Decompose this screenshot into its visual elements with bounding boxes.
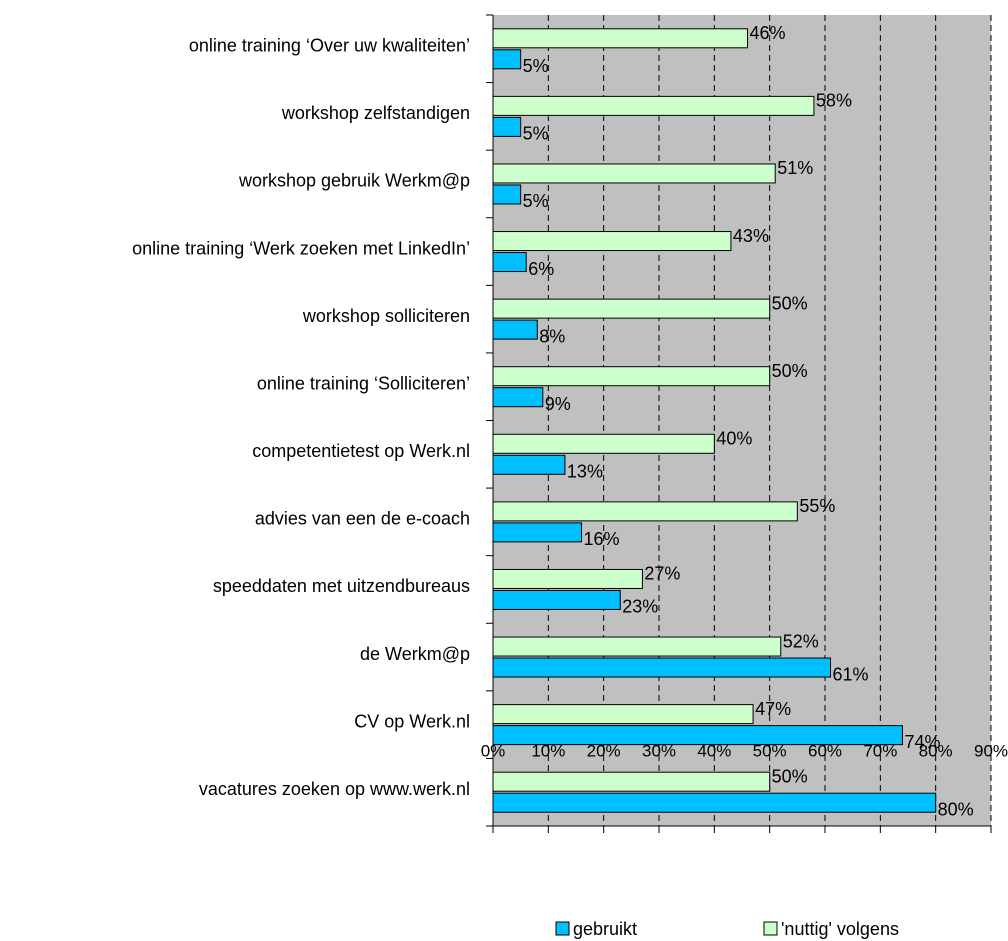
value-label: 5%: [523, 56, 549, 76]
value-label: 55%: [799, 496, 835, 516]
value-label: 47%: [755, 699, 791, 719]
bar: [492, 589, 621, 610]
x-tick-label: 70%: [863, 741, 897, 760]
value-label: 74%: [904, 732, 940, 752]
legend-swatch: [763, 921, 778, 936]
bar: [492, 163, 776, 184]
value-label: 50%: [772, 361, 808, 381]
value-label: 6%: [528, 259, 554, 279]
bar: [492, 28, 749, 49]
y-tick-label: speeddaten met uitzendbureaus: [213, 576, 470, 596]
value-label: 16%: [584, 529, 620, 549]
y-tick-label: vacatures zoeken op www.werk.nl: [199, 779, 470, 799]
value-label: 58%: [816, 91, 852, 111]
value-label: 40%: [716, 429, 752, 449]
value-label: 46%: [750, 23, 786, 43]
y-tick-label: competentietest op Werk.nl: [252, 441, 470, 461]
value-label: 80%: [938, 799, 974, 819]
bar: [492, 231, 732, 252]
value-label: 23%: [622, 597, 658, 617]
y-tick-label: advies van een de e-coach: [255, 509, 470, 529]
bar: [492, 704, 754, 725]
value-label: 61%: [833, 664, 869, 684]
value-label: 51%: [777, 158, 813, 178]
y-tick-label: online training ‘Solliciteren’: [257, 373, 470, 393]
bar: [492, 771, 771, 792]
bar: [492, 116, 522, 137]
value-label: 5%: [523, 124, 549, 144]
value-label: 50%: [772, 766, 808, 786]
bar: [492, 501, 798, 522]
x-tick-label: 80%: [919, 741, 953, 760]
value-label: 9%: [545, 394, 571, 414]
bar: [492, 636, 782, 657]
bar: [492, 387, 544, 408]
y-tick-label: workshop zelfstandigen: [281, 103, 470, 123]
value-label: 13%: [567, 462, 603, 482]
y-tick-label: de Werkm@p: [360, 644, 470, 664]
x-tick-label: 40%: [697, 741, 731, 760]
value-label: 8%: [539, 326, 565, 346]
value-label: 50%: [772, 293, 808, 313]
x-tick-label: 20%: [587, 741, 621, 760]
y-tick-label: CV op Werk.nl: [354, 711, 470, 731]
x-tick-label: 90%: [974, 741, 1008, 760]
bar: [492, 95, 815, 116]
bar: [492, 725, 903, 746]
y-tick-label: online training ‘Over uw kwaliteiten’: [189, 36, 470, 56]
x-tick-label: 60%: [808, 741, 842, 760]
x-tick-label: 30%: [642, 741, 676, 760]
bar: [492, 433, 715, 454]
bar: [492, 366, 771, 387]
x-tick-label: 10%: [531, 741, 565, 760]
legend-swatch: [555, 921, 570, 936]
x-tick-label: 50%: [753, 741, 787, 760]
value-label: 5%: [523, 191, 549, 211]
y-tick-label: workshop solliciteren: [302, 306, 470, 326]
bar: [492, 298, 771, 319]
legend-label: 'nuttig' volgens: [781, 919, 899, 939]
value-label: 27%: [644, 564, 680, 584]
bar: [492, 792, 937, 813]
bar: [492, 454, 566, 475]
bar: [492, 319, 538, 340]
y-tick-label: workshop gebruik Werkm@p: [238, 171, 470, 191]
y-tick-label: online training ‘Werk zoeken met LinkedI…: [132, 238, 470, 258]
bar: [492, 49, 522, 70]
bar: [492, 184, 522, 205]
value-label: 43%: [733, 226, 769, 246]
bar: [492, 252, 527, 273]
legend-label: gebruikt: [573, 919, 637, 939]
value-label: 52%: [783, 631, 819, 651]
bar: [492, 568, 643, 589]
bar: [492, 522, 583, 543]
bar: [492, 657, 832, 678]
plot-background: [493, 15, 991, 826]
